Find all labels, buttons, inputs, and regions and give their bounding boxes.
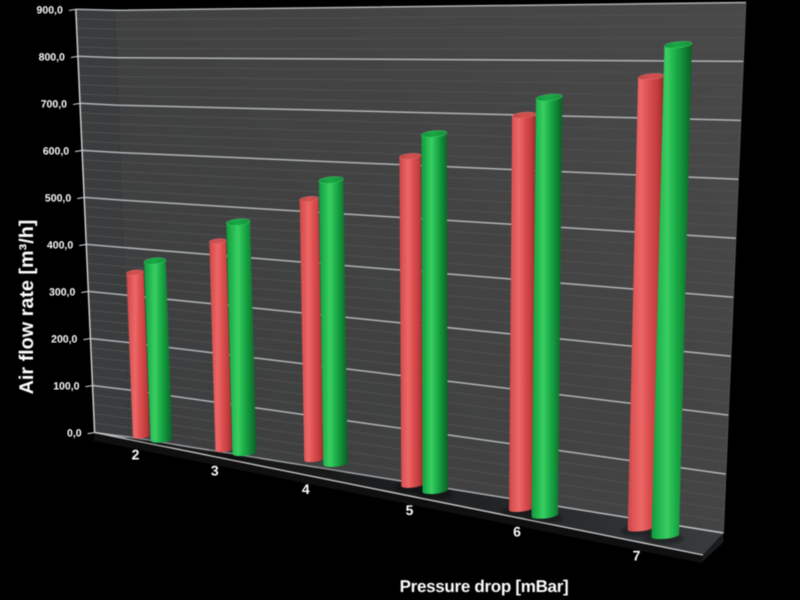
- svg-text:0,0: 0,0: [67, 428, 82, 440]
- svg-text:7: 7: [633, 548, 641, 564]
- svg-text:800,0: 800,0: [39, 51, 65, 63]
- svg-text:200,0: 200,0: [51, 334, 77, 346]
- svg-text:6: 6: [513, 524, 521, 540]
- svg-text:100,0: 100,0: [53, 381, 79, 393]
- svg-text:400,0: 400,0: [47, 239, 73, 251]
- svg-text:700,0: 700,0: [41, 98, 67, 110]
- svg-text:500,0: 500,0: [45, 192, 71, 204]
- svg-text:Pressure drop [mBar]: Pressure drop [mBar]: [400, 577, 569, 596]
- svg-text:5: 5: [406, 502, 414, 518]
- svg-text:300,0: 300,0: [49, 286, 75, 298]
- svg-text:900,0: 900,0: [37, 4, 63, 16]
- svg-text:600,0: 600,0: [43, 145, 69, 157]
- svg-text:4: 4: [302, 481, 310, 497]
- svg-text:3: 3: [211, 463, 219, 479]
- svg-text:Air flow rate [m³/h]: Air flow rate [m³/h]: [16, 220, 38, 395]
- svg-text:2: 2: [132, 447, 140, 463]
